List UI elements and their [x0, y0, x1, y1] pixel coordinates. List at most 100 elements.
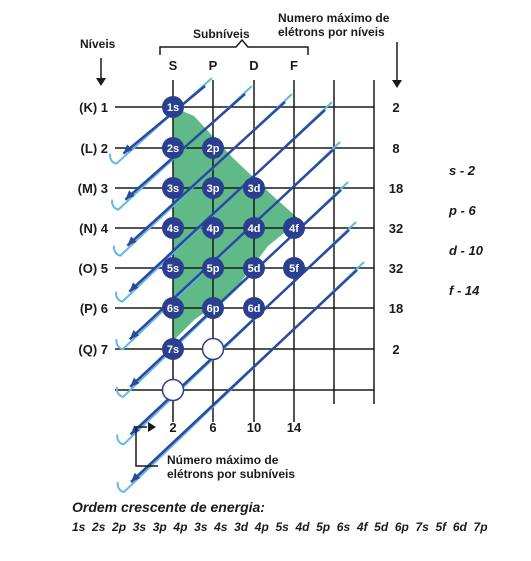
level-label-5: (O) 5: [78, 261, 108, 276]
sublevel-text-5f: 5f: [289, 263, 299, 275]
sublevel-circle-6s: [162, 297, 184, 319]
sublevel-6s: 6s: [162, 297, 184, 319]
column-header-d: D: [249, 58, 258, 73]
sublevel-circle-5s: [162, 257, 184, 279]
level-max-7: 2: [392, 342, 399, 357]
sublevel-circle-4s: [162, 217, 184, 239]
level-max-6: 18: [389, 301, 403, 316]
sublevel-circle-3s: [162, 177, 184, 199]
sublevel-circle-5d: [243, 257, 265, 279]
sublevel-text-3s: 3s: [167, 183, 179, 195]
loop-arrow-line-3: [128, 109, 326, 293]
level-label-2: (L) 2: [81, 141, 108, 156]
column-header-f: F: [290, 58, 298, 73]
sublevel-text-3d: 3d: [248, 183, 261, 195]
sublevel-4f: 4f: [283, 217, 305, 239]
empty-circle-7p: [201, 337, 225, 361]
sublevel-text-4d: 4d: [248, 223, 261, 235]
level-max-3: 18: [389, 181, 403, 196]
sublevel-circle-4p: [202, 217, 224, 239]
level-label-4: (N) 4: [79, 221, 109, 236]
sublevel-5s: 5s: [162, 257, 184, 279]
subniveis-bracket-arrow: [135, 422, 158, 467]
sublevel-circle-6d: [243, 297, 265, 319]
sublevel-text-2p: 2p: [207, 143, 220, 155]
sublevel-4d: 4d: [243, 217, 265, 239]
sublevel-text-6p: 6p: [207, 303, 220, 315]
max-eletrons-niveis-line1: Numero máximo de: [278, 11, 390, 25]
loop-outline-6: [116, 221, 357, 446]
level-label-7: (Q) 7: [78, 342, 108, 357]
max-eletrons-niveis-line2: elétrons por níveis: [278, 25, 385, 39]
sublevel-circles: 1s 2s 2p 3s 3p 3d 4s 4p 4d 4f 5s 5p 5d 5f 6s 6p 6d 7s: [161, 96, 305, 402]
loop-arrowhead-6: [130, 425, 140, 435]
sublevel-text-5p: 5p: [207, 263, 220, 275]
sublevel-1s: 1s: [162, 96, 184, 118]
level-max-5: 32: [389, 261, 403, 276]
column-header-s: S: [169, 58, 178, 73]
sublevel-text-6s: 6s: [167, 303, 179, 315]
sublevel-circle-2s: [162, 137, 184, 159]
green-region: [173, 107, 300, 341]
sublevel-2p: 2p: [202, 137, 224, 159]
legend-item-1: p - 6: [448, 203, 476, 218]
loop-outline-1: [111, 85, 253, 211]
level-max-4: 32: [389, 221, 403, 236]
loop-arrowhead-0: [123, 144, 133, 154]
max-eletrons-subniveis-line1: Número máximo de: [167, 453, 279, 467]
column-capacity-p: 6: [209, 420, 216, 435]
loop-arrowhead-4: [129, 329, 140, 340]
loop-arrow-line-1: [124, 93, 246, 201]
loop-outline-3: [115, 101, 333, 303]
sublevel-2s: 2s: [162, 137, 184, 159]
sublevel-circle-5p: [202, 257, 224, 279]
sublevel-text-1s: 1s: [167, 102, 179, 114]
loop-arrowhead-5: [130, 377, 140, 387]
legend-item-2: d - 10: [449, 243, 484, 258]
max-eletrons-subniveis-line2: elétrons por subníveis: [167, 467, 295, 481]
sublevel-text-7s: 7s: [167, 344, 179, 356]
loop-arrowhead-3: [129, 282, 139, 292]
loop-arrowhead-2: [127, 236, 137, 246]
sublevel-3s: 3s: [162, 177, 184, 199]
niveis-label: Níveis: [80, 37, 116, 51]
sublevel-circle-5f: [283, 257, 305, 279]
sublevel-5f: 5f: [283, 257, 305, 279]
sublevel-text-6d: 6d: [248, 303, 261, 315]
sublevel-6d: 6d: [243, 297, 265, 319]
column-capacity-values: 2 6 10 14: [169, 420, 302, 435]
sublevel-5p: 5p: [202, 257, 224, 279]
sublevel-circle-1s: [162, 96, 184, 118]
subniveis-brace: [159, 38, 309, 55]
loop-arrow-line-2: [126, 101, 286, 247]
loop-outline-7: [116, 261, 365, 494]
ordem-sequence: 1s 2s 2p 3s 3p 4p 3s 4s 3d 4p 5s 4d 5p 6…: [72, 520, 488, 534]
legend-item-0: s - 2: [449, 163, 476, 178]
sublevel-6p: 6p: [202, 297, 224, 319]
sublevel-circle-2p: [202, 137, 224, 159]
subniveis-label: Subníveis: [193, 27, 250, 41]
loop-arrowhead-1: [125, 190, 135, 200]
sublevel-circle-3p: [202, 177, 224, 199]
level-max-1: 2: [392, 100, 399, 115]
column-capacity-d: 10: [247, 420, 261, 435]
column-capacity-s: 2: [169, 420, 176, 435]
level-max-values: 2 8 18 32 32 18 2: [389, 100, 403, 357]
sublevel-text-4p: 4p: [207, 223, 220, 235]
column-header-p: P: [209, 58, 218, 73]
level-label-6: (P) 6: [80, 301, 108, 316]
green-fill: [173, 107, 300, 341]
ordem-title: Ordem crescente de energia:: [72, 499, 265, 515]
sublevel-text-5s: 5s: [167, 263, 179, 275]
sublevel-4p: 4p: [202, 217, 224, 239]
empty-circle-8s: [161, 378, 185, 402]
level-label-1: (K) 1: [79, 100, 108, 115]
level-label-3: (M) 3: [78, 181, 108, 196]
sublevel-7s: 7s: [162, 338, 184, 360]
sublevel-circle-7s: [162, 338, 184, 360]
loop-outline-4: [115, 141, 341, 351]
sublevel-4s: 4s: [162, 217, 184, 239]
